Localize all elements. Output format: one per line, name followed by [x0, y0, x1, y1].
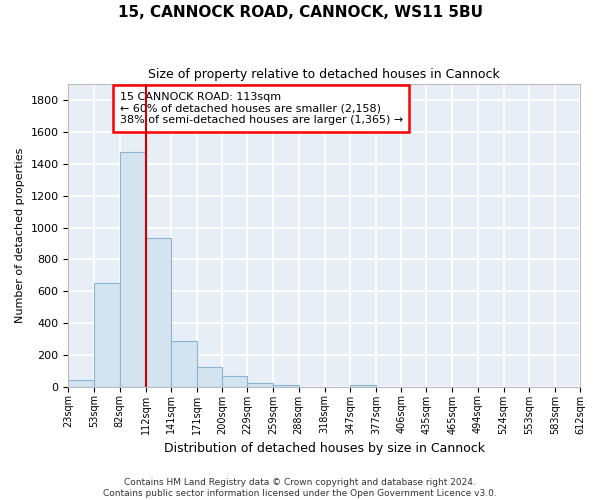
Bar [171, 340, 197, 386]
Bar [222, 376, 247, 386]
Bar [197, 367, 222, 386]
Title: Size of property relative to detached houses in Cannock: Size of property relative to detached ho… [148, 68, 500, 80]
X-axis label: Distribution of detached houses by size in Cannock: Distribution of detached houses by size … [164, 442, 485, 455]
Bar [94, 284, 119, 387]
Bar [350, 384, 376, 386]
Text: Contains HM Land Registry data © Crown copyright and database right 2024.
Contai: Contains HM Land Registry data © Crown c… [103, 478, 497, 498]
Bar [68, 380, 94, 386]
Bar [274, 384, 299, 386]
Text: 15 CANNOCK ROAD: 113sqm
← 60% of detached houses are smaller (2,158)
38% of semi: 15 CANNOCK ROAD: 113sqm ← 60% of detache… [119, 92, 403, 125]
Bar [247, 383, 274, 386]
Bar [146, 238, 171, 386]
Text: 15, CANNOCK ROAD, CANNOCK, WS11 5BU: 15, CANNOCK ROAD, CANNOCK, WS11 5BU [118, 5, 482, 20]
Y-axis label: Number of detached properties: Number of detached properties [15, 148, 25, 323]
Bar [119, 152, 146, 386]
